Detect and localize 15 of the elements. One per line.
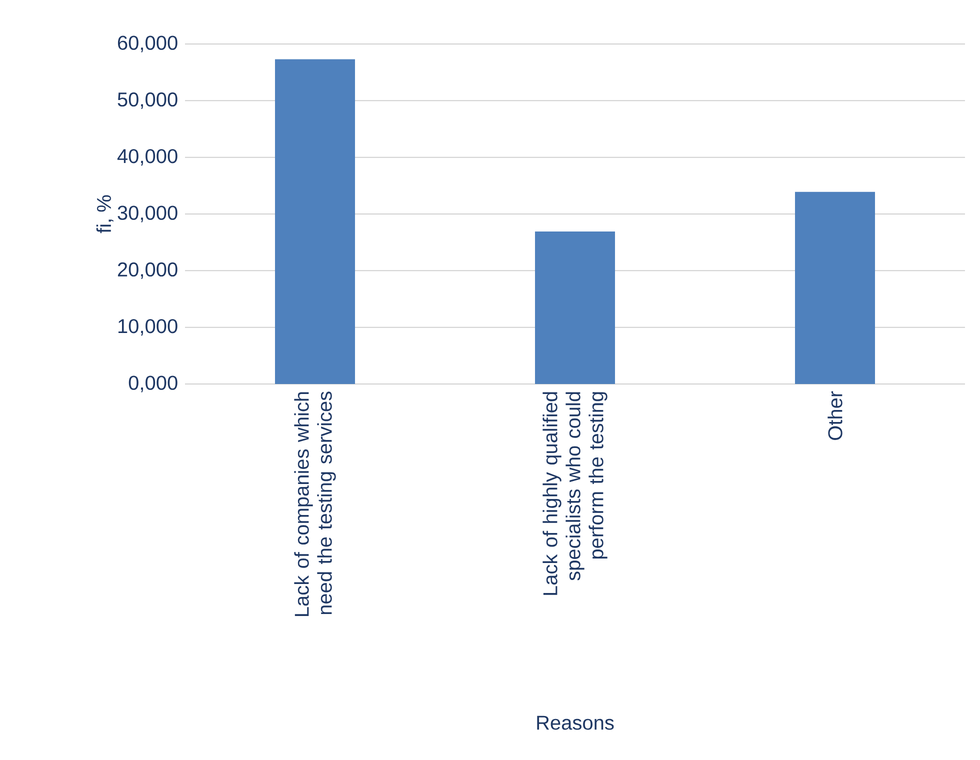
y-tick-label: 20,000 bbox=[118, 262, 178, 279]
y-axis-title: fi, % bbox=[96, 195, 114, 234]
y-tick-label: 0,000 bbox=[128, 376, 178, 392]
bar bbox=[535, 232, 615, 384]
bar bbox=[275, 59, 356, 384]
x-axis-title: Reasons bbox=[537, 716, 614, 730]
x-tick-label: Other bbox=[828, 391, 842, 440]
x-tick-label: Lack of highly qualified specialists who could perform the testing bbox=[542, 392, 608, 595]
y-tick-label: 10,000 bbox=[118, 319, 178, 336]
y-tick-label: 60,000 bbox=[118, 36, 178, 52]
y-tick-label: 40,000 bbox=[117, 149, 178, 166]
y-tick-label: 30,000 bbox=[118, 206, 178, 222]
bar bbox=[795, 192, 875, 384]
y-tick-label: 50,000 bbox=[118, 92, 178, 109]
x-tick-label: Lack of companies which need the testing services bbox=[294, 392, 336, 616]
